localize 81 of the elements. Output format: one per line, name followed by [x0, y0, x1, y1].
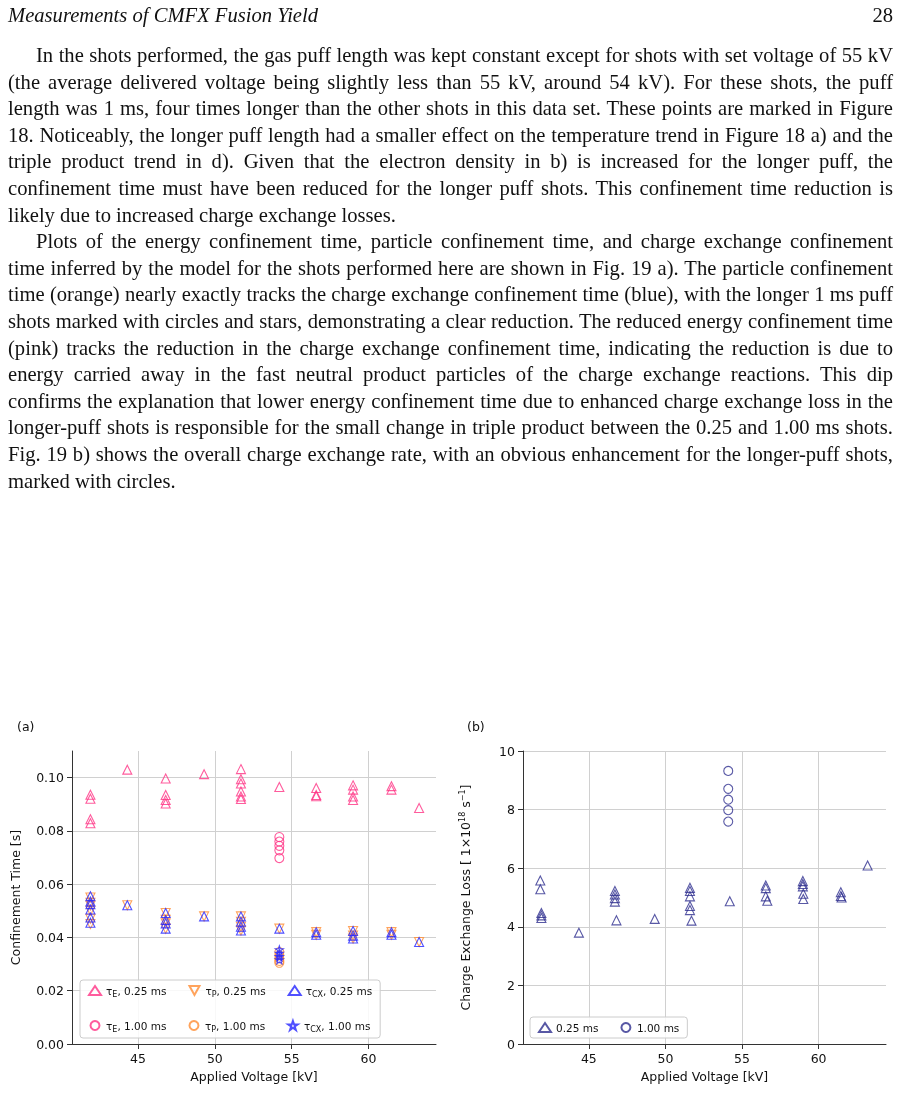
chart-title: (a) [17, 719, 35, 734]
point [122, 764, 133, 775]
point [723, 794, 734, 805]
text: In the shots performed, the gas puff length was kept constant except for shots with set voltage of 55 kV (the average delivered voltage being slightly less than 55 kV, around 54 kV). For these shots, the puff length was 1 ms, four times longer than the other shots in this data set. These points are marked in Figure 18. Noticeably, the longer puff length had a smaller effect on the temperature trend in Figure 18 a) and the triple product trend in d). Given that the electron density in b) is increased for the longer puff, the confinement time must have been reduced for the longer puff shots. This confinement time reduction is likely due to increased charge exchange losses. [8, 43, 893, 229]
point [235, 774, 246, 785]
point [348, 784, 359, 795]
y-tick-label: 0.08 [36, 823, 65, 839]
point [274, 840, 285, 851]
point [274, 831, 285, 843]
point [160, 789, 171, 800]
point [160, 794, 171, 806]
y-tick-label: 0.00 [36, 1036, 65, 1052]
y-tick-label: 0.06 [36, 876, 65, 892]
chart-title: (b) [467, 719, 485, 734]
point [835, 887, 846, 898]
y-axis-title: Confinement Time [s] [8, 829, 23, 966]
point [274, 845, 285, 856]
y-axis-title: Charge Exchange Loss [ 1×1018 s−1] [457, 784, 473, 1011]
y-tick-label: 0.02 [36, 983, 64, 999]
point [85, 789, 96, 800]
point [862, 860, 873, 871]
point [760, 891, 771, 902]
point [684, 882, 695, 893]
y-tick-label: 4 [507, 919, 516, 935]
point [348, 794, 359, 806]
point [85, 793, 96, 804]
point [414, 802, 425, 814]
x-axis-title: Applied Voltage [kV] [190, 1068, 318, 1084]
point [274, 836, 285, 847]
point [160, 773, 171, 784]
point [611, 915, 622, 926]
x-tick-label: 60 [360, 1051, 377, 1066]
y-tick-label: 10 [499, 743, 516, 759]
point [199, 769, 210, 780]
point [723, 805, 734, 816]
point [274, 853, 285, 864]
point [348, 791, 359, 802]
x-axis-title: Applied Voltage [kV] [640, 1068, 769, 1084]
point [535, 875, 546, 886]
point [235, 778, 246, 789]
x-tick-label: 55 [734, 1051, 750, 1066]
y-tick-label: 2 [507, 977, 515, 993]
point [684, 900, 695, 912]
point [723, 816, 734, 827]
text: Plots of the energy confinement time, particle confinement time, and charge exchange confinement time inferred by the model for the shots performed here are shown in Fig. 19 a). The particle confinement time (orange) nearly exactly tracks the charge exchange confinement time (blue), with the longer 1 ms puff shots marked with circles and stars, demonstrating a clear reduction. The reduced energy confinement time (pink) tracks the reduction in the charge exchange confinement time, indicating the reduction is due to energy carried away in the fast neutral product particles of the charge exchange reactions. This dip confirms the explanation that lower energy confinement time due to enhanced charge exchange loss in the longer-puff shots is responsible for the small change in triple product between the 0.25 and 1.00 ms shots. Fig. 19 b) shows the overall charge exchange rate, with an obvious enhancement for the longer-puff shots, marked with circles. [8, 230, 893, 492]
legend-label: 0.25 ms [556, 1021, 599, 1034]
point [274, 781, 285, 793]
point [235, 786, 246, 797]
point [85, 814, 96, 825]
point [235, 764, 246, 775]
point [684, 905, 695, 916]
point [160, 798, 171, 809]
point [798, 888, 809, 899]
point [348, 780, 359, 791]
x-tick-label: 50 [206, 1051, 223, 1066]
y-tick-label: 0.04 [36, 929, 65, 945]
point [684, 891, 695, 902]
point [573, 927, 584, 938]
y-tick-label: 0.10 [36, 770, 65, 786]
y-tick-label: 8 [507, 802, 516, 818]
point [724, 896, 735, 907]
text: Measurements of CMFX Fusion Yield [8, 3, 319, 29]
point [723, 765, 734, 776]
legend-label: 1.00 ms [636, 1021, 680, 1034]
point [311, 782, 322, 794]
x-tick-label: 60 [810, 1051, 827, 1066]
point [535, 884, 546, 895]
point [85, 818, 96, 829]
x-tick-label: 55 [283, 1051, 300, 1066]
point [762, 895, 773, 906]
point [798, 893, 809, 905]
point [649, 913, 660, 924]
point [686, 915, 697, 926]
x-tick-label: 45 [130, 1051, 146, 1066]
point [684, 886, 695, 897]
y-tick-label: 0 [507, 1036, 516, 1052]
point [723, 783, 734, 794]
text: 28 [872, 3, 893, 28]
x-tick-label: 50 [657, 1051, 674, 1066]
x-tick-label: 45 [580, 1051, 597, 1066]
y-tick-label: 6 [507, 860, 516, 876]
